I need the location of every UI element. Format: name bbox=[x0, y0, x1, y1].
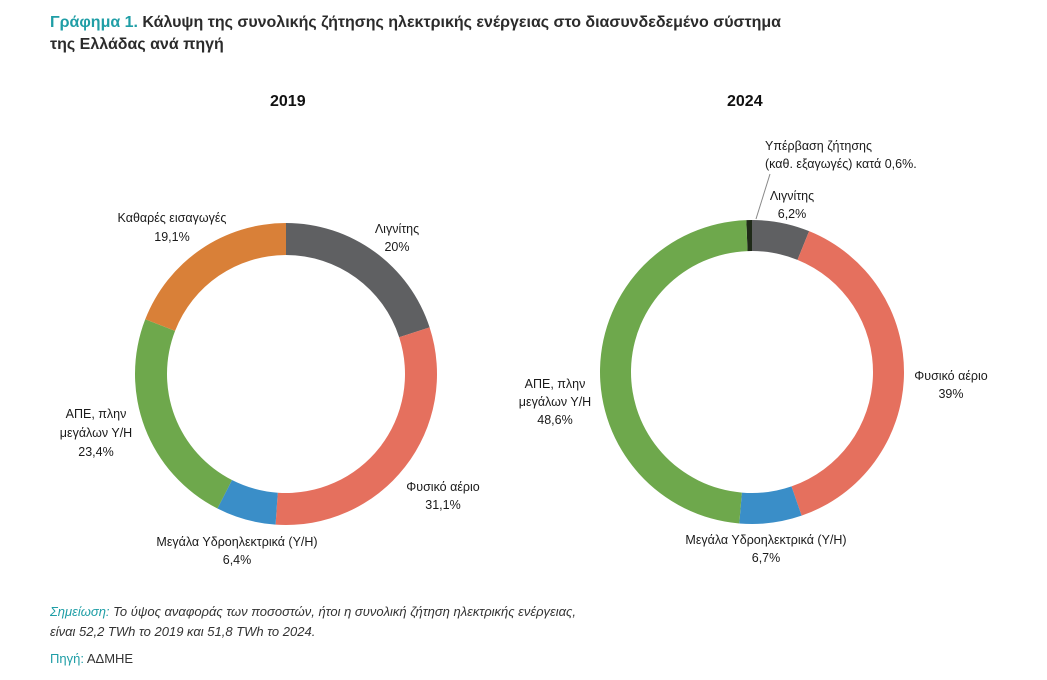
donut-2019-slice-3 bbox=[135, 319, 232, 509]
label-2024-hydro-value: 6,7% bbox=[752, 551, 781, 565]
figure-title-line2: της Ελλάδας ανά πηγή bbox=[50, 36, 224, 53]
label-2019-hydro-value: 6,4% bbox=[223, 553, 252, 567]
label-2019-gas-name: Φυσικό αέριο bbox=[406, 480, 480, 494]
label-2024-excess-line1: Υπέρβαση ζήτησης bbox=[765, 139, 872, 153]
source: Πηγή: ΑΔΜΗΕ bbox=[50, 651, 133, 666]
label-2019-lignite-name: Λιγνίτης bbox=[375, 222, 419, 236]
source-value: ΑΔΜΗΕ bbox=[83, 651, 134, 666]
label-2019-res-line1: ΑΠΕ, πλην bbox=[66, 407, 127, 421]
donut-2019 bbox=[135, 223, 437, 525]
chart-title-2019: 2019 bbox=[270, 93, 306, 110]
label-2024-res-line2: μεγάλων Υ/Η bbox=[519, 395, 591, 409]
label-2024-hydro-name: Μεγάλα Υδροηλεκτρικά (Υ/Η) bbox=[685, 533, 846, 547]
label-2024-lignite-name: Λιγνίτης bbox=[770, 189, 814, 203]
label-2024-res-line1: ΑΠΕ, πλην bbox=[525, 377, 586, 391]
donut-2019-slice-0 bbox=[286, 223, 430, 338]
donut-2019-slice-4 bbox=[145, 223, 286, 331]
donut-2024-slice-4 bbox=[746, 220, 752, 252]
donut-2019-slice-2 bbox=[217, 480, 278, 525]
source-key: Πηγή: bbox=[50, 651, 84, 666]
figure-title-line1: Κάλυψη της συνολικής ζήτησης ηλεκτρικής … bbox=[137, 14, 782, 31]
figure-title-lead: Γράφημα 1. bbox=[50, 14, 138, 31]
donut-2019-slice-1 bbox=[275, 327, 437, 525]
label-2019-hydro-name: Μεγάλα Υδροηλεκτρικά (Υ/Η) bbox=[156, 535, 317, 549]
label-2019-imports-value: 19,1% bbox=[154, 230, 189, 244]
label-2024-gas-name: Φυσικό αέριο bbox=[914, 369, 988, 383]
donut-2024-slice-2 bbox=[739, 486, 802, 524]
note-key: Σημείωση: bbox=[50, 604, 110, 619]
figure-title: Γράφημα 1. Κάλυψη της συνολικής ζήτησης … bbox=[50, 12, 950, 56]
chart-title-2024: 2024 bbox=[727, 93, 763, 110]
note-line1: Το ύψος αναφοράς των ποσοστών, ήτοι η συ… bbox=[109, 604, 576, 619]
label-2024-lignite-value: 6,2% bbox=[778, 207, 807, 221]
donut-2024 bbox=[600, 220, 904, 524]
donut-2024-slice-3 bbox=[600, 220, 748, 524]
note: Σημείωση: Το ύψος αναφοράς των ποσοστών,… bbox=[50, 602, 576, 642]
annotation-leader-line bbox=[755, 173, 771, 220]
donut-2024-slice-1 bbox=[791, 231, 904, 516]
label-2024-excess-line2: (καθ. εξαγωγές) κατά 0,6%. bbox=[765, 157, 917, 171]
note-line2: είναι 52,2 TWh το 2019 και 51,8 TWh το 2… bbox=[50, 624, 316, 639]
label-2019-lignite-value: 20% bbox=[384, 240, 409, 254]
label-2019-imports-name: Καθαρές εισαγωγές bbox=[118, 211, 227, 225]
donut-2024-slice-0 bbox=[752, 220, 810, 260]
label-2019-gas-value: 31,1% bbox=[425, 498, 460, 512]
label-2024-gas-value: 39% bbox=[938, 387, 963, 401]
label-2019-res-line2: μεγάλων Υ/Η bbox=[60, 426, 132, 440]
label-2024-res-value: 48,6% bbox=[537, 413, 572, 427]
label-2019-res-value: 23,4% bbox=[78, 445, 113, 459]
